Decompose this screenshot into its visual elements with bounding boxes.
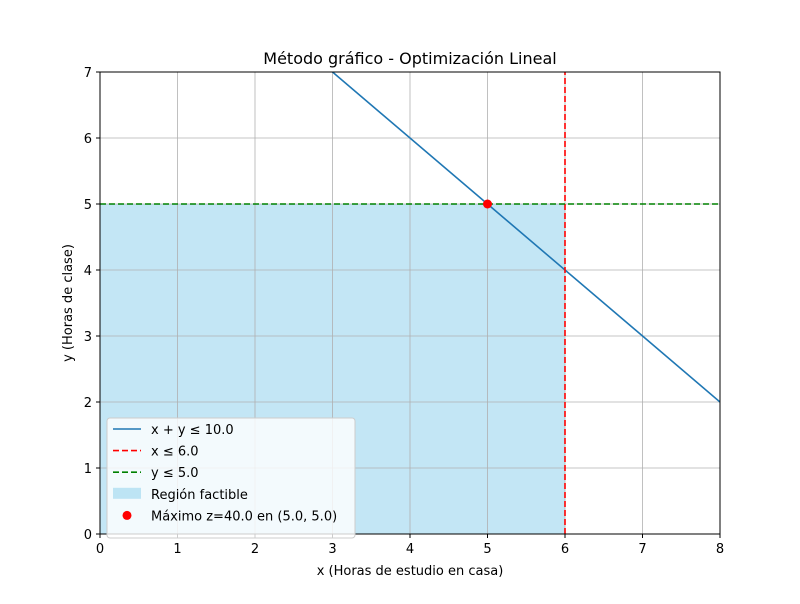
y-axis-label: y (Horas de clase) xyxy=(61,244,76,362)
x-tick-label: 2 xyxy=(251,542,259,557)
x-tick-label: 7 xyxy=(638,542,646,557)
y-tick-label: 1 xyxy=(84,462,92,477)
legend-label: Máximo z=40.0 en (5.0, 5.0) xyxy=(151,509,337,524)
legend-label: y ≤ 5.0 xyxy=(151,466,199,481)
optimum-point xyxy=(483,199,492,209)
x-tick-label: 0 xyxy=(96,542,104,557)
series-line-1 xyxy=(331,72,720,403)
legend-region-swatch xyxy=(113,487,141,499)
legend-box xyxy=(106,417,356,539)
y-tick-label: 5 xyxy=(84,198,92,213)
x-axis-label: x (Horas de estudio en casa) xyxy=(317,564,504,579)
y-tick-label: 4 xyxy=(84,264,92,279)
y-tick-label: 7 xyxy=(84,66,92,81)
legend-point-swatch xyxy=(122,510,132,520)
x-tick-label: 5 xyxy=(483,542,491,557)
y-tick-label: 2 xyxy=(84,396,92,411)
legend-label: Región factible xyxy=(151,488,248,503)
legend-label: x ≤ 6.0 xyxy=(151,445,199,460)
x-tick-label: 8 xyxy=(716,542,724,557)
chart-title: Método gráfico - Optimización Lineal xyxy=(263,49,556,68)
legend-label: x + y ≤ 10.0 xyxy=(151,423,234,438)
x-tick-label: 6 xyxy=(561,542,569,557)
x-tick-label: 3 xyxy=(328,542,336,557)
y-tick-label: 0 xyxy=(84,528,92,543)
legend: x + y ≤ 10.0 x ≤ 6.0 y ≤ 5.0 Región factibl… xyxy=(106,417,356,539)
x-tick-label: 1 xyxy=(173,542,181,557)
y-tick-label: 3 xyxy=(84,330,92,345)
y-tick-label: 6 xyxy=(84,132,92,147)
x-tick-label: 4 xyxy=(406,542,414,557)
